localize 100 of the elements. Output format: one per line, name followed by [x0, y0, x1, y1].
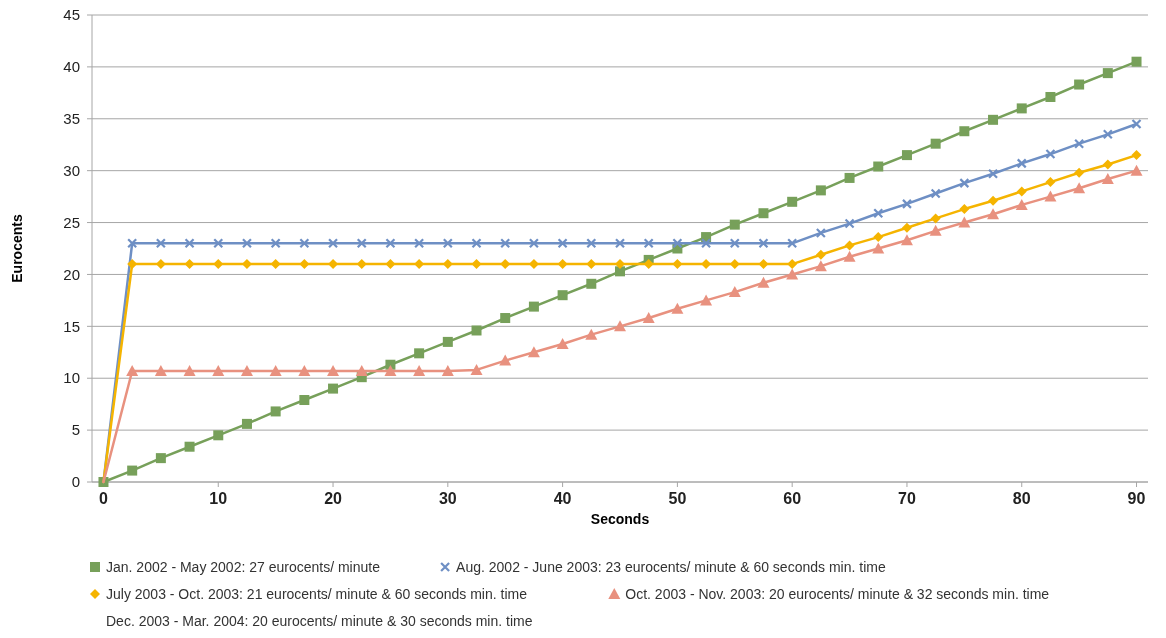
point — [1131, 56, 1142, 67]
point — [700, 294, 713, 306]
point — [213, 430, 224, 441]
point — [1016, 186, 1027, 197]
point — [500, 259, 511, 270]
y-tick-label: 30 — [63, 161, 80, 179]
point — [155, 453, 166, 464]
point — [1045, 148, 1056, 160]
point — [671, 302, 684, 314]
point — [586, 238, 597, 249]
point — [212, 364, 225, 376]
point — [672, 259, 683, 270]
point — [786, 268, 799, 280]
x-axis-title: Seconds — [590, 511, 650, 527]
point — [327, 364, 340, 376]
point — [959, 204, 970, 215]
x-tick-label: 60 — [783, 490, 802, 507]
point — [728, 286, 741, 298]
point — [385, 238, 396, 249]
y-tick-label: 20 — [63, 265, 80, 283]
legend-label: Jan. 2002 - May 2002: 27 eurocents/ minute — [106, 559, 381, 575]
point — [213, 238, 224, 249]
point — [988, 195, 999, 206]
point — [815, 227, 826, 239]
x-tick-label: 20 — [324, 490, 343, 507]
point — [441, 364, 454, 376]
point — [930, 138, 941, 149]
y-tick-label: 15 — [63, 317, 80, 335]
point — [787, 238, 798, 249]
point — [1045, 177, 1056, 188]
point — [873, 232, 884, 243]
point — [787, 259, 798, 270]
point — [844, 172, 855, 183]
point — [127, 238, 138, 249]
point — [1045, 91, 1056, 102]
y-tick-label: 45 — [63, 6, 80, 24]
point — [959, 126, 970, 137]
x-tick-label: 70 — [898, 490, 916, 507]
point — [1074, 138, 1085, 149]
point — [299, 395, 310, 406]
y-tick-label: 5 — [71, 421, 80, 439]
point — [758, 208, 769, 219]
point — [958, 216, 971, 228]
point — [1016, 158, 1027, 169]
x-tick-label: 0 — [99, 490, 109, 507]
point — [930, 213, 941, 224]
y-tick-label: 10 — [63, 369, 80, 387]
y-tick-label: 25 — [63, 213, 80, 231]
point — [815, 185, 826, 196]
point — [470, 363, 483, 375]
point — [758, 259, 769, 270]
point — [154, 364, 167, 376]
point — [586, 259, 597, 270]
point — [556, 337, 569, 349]
point — [814, 260, 827, 272]
point — [844, 240, 855, 251]
point — [500, 313, 511, 324]
point — [499, 354, 512, 366]
point — [241, 238, 253, 249]
point — [270, 238, 281, 249]
x-tick-label: 40 — [553, 490, 572, 507]
point — [1074, 79, 1085, 90]
point — [557, 238, 568, 249]
point — [901, 222, 912, 233]
y-axis-title: Eurocents — [9, 214, 25, 283]
x-tick-label: 10 — [209, 490, 228, 507]
point — [270, 406, 281, 417]
x-tick-label: 80 — [1012, 490, 1031, 507]
point — [729, 219, 740, 230]
y-tick-label: 40 — [63, 58, 80, 76]
point — [900, 234, 913, 246]
legend-label: Oct. 2003 - Nov. 2003: 20 eurocents/ minute & 32 seconds min. time — [625, 586, 1050, 602]
y-tick-label: 35 — [63, 110, 80, 128]
point — [355, 364, 368, 376]
point — [413, 364, 426, 376]
point — [729, 238, 740, 249]
point — [758, 238, 769, 249]
point — [356, 259, 367, 270]
point — [757, 276, 770, 288]
point — [1130, 164, 1143, 176]
point — [930, 188, 941, 199]
point — [442, 238, 453, 249]
x-tick-label: 30 — [438, 490, 457, 507]
point — [240, 364, 253, 376]
point — [528, 238, 540, 249]
point — [127, 465, 138, 476]
point — [385, 259, 396, 270]
point — [442, 336, 453, 347]
point — [901, 150, 912, 161]
point — [959, 178, 970, 189]
point — [672, 238, 683, 249]
point — [557, 290, 568, 301]
point — [1044, 190, 1057, 202]
x-tick-label: 50 — [668, 490, 687, 507]
point — [557, 259, 568, 270]
point — [643, 259, 654, 270]
point — [815, 249, 826, 260]
point — [586, 278, 597, 289]
point — [614, 320, 626, 332]
point — [844, 218, 855, 229]
